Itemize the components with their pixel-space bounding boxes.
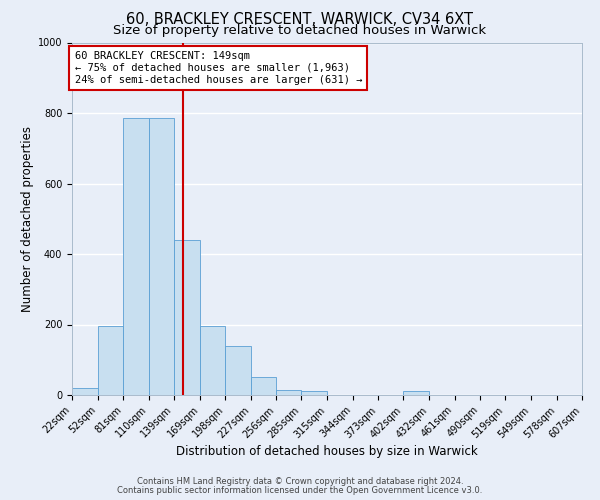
Text: Contains public sector information licensed under the Open Government Licence v3: Contains public sector information licen… <box>118 486 482 495</box>
Text: Contains HM Land Registry data © Crown copyright and database right 2024.: Contains HM Land Registry data © Crown c… <box>137 477 463 486</box>
Bar <box>251 378 276 395</box>
Bar <box>403 392 430 395</box>
Bar <box>124 118 149 395</box>
Bar <box>98 326 124 395</box>
Bar <box>276 390 301 395</box>
Text: 60 BRACKLEY CRESCENT: 149sqm
← 75% of detached houses are smaller (1,963)
24% of: 60 BRACKLEY CRESCENT: 149sqm ← 75% of de… <box>74 52 362 84</box>
Bar <box>174 240 200 395</box>
Bar <box>149 118 174 395</box>
Y-axis label: Number of detached properties: Number of detached properties <box>20 126 34 312</box>
Bar <box>200 326 226 395</box>
Bar <box>72 388 98 395</box>
Bar <box>301 392 328 395</box>
Bar <box>226 346 251 395</box>
X-axis label: Distribution of detached houses by size in Warwick: Distribution of detached houses by size … <box>176 446 478 458</box>
Text: 60, BRACKLEY CRESCENT, WARWICK, CV34 6XT: 60, BRACKLEY CRESCENT, WARWICK, CV34 6XT <box>127 12 473 28</box>
Text: Size of property relative to detached houses in Warwick: Size of property relative to detached ho… <box>113 24 487 37</box>
